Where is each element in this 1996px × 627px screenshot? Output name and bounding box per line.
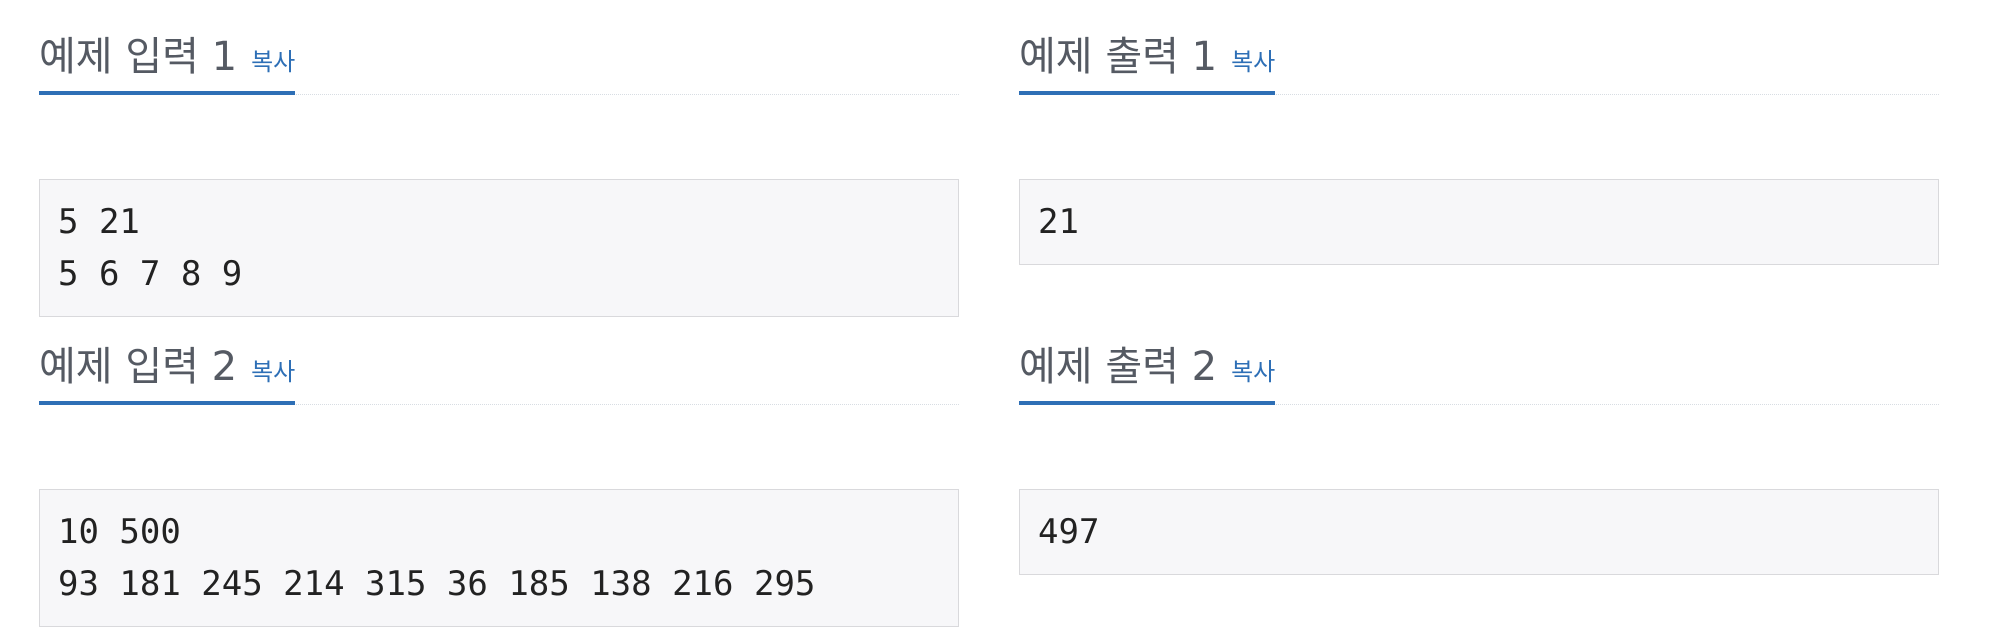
- headline-underline: 예제 입력 1 복사: [39, 1, 296, 95]
- sample-input-1-title: 예제 입력 1: [39, 34, 238, 80]
- sample-output-1-headline: 예제 출력 1 복사: [1019, 0, 1939, 95]
- sample-output-2: 예제 출력 2 복사 497: [1019, 310, 1939, 620]
- sample-input-1: 예제 입력 1 복사 5 21 5 6 7 8 9: [39, 0, 959, 317]
- headline-underline: 예제 출력 2 복사: [1019, 311, 1276, 405]
- sample-output-1: 예제 출력 1 복사 21: [1019, 0, 1939, 310]
- sample-input-2-code[interactable]: 10 500 93 181 245 214 315 36 185 138 216…: [39, 489, 959, 627]
- sample-input-2-title: 예제 입력 2: [39, 344, 238, 390]
- sample-output-1-title: 예제 출력 1: [1019, 34, 1218, 80]
- headline-underline: 예제 입력 2 복사: [39, 311, 296, 405]
- sample-output-1-code[interactable]: 21: [1019, 179, 1939, 265]
- sample-input-2: 예제 입력 2 복사 10 500 93 181 245 214 315 36 …: [39, 310, 959, 627]
- copy-input-2-link[interactable]: 복사: [251, 358, 296, 386]
- sample-input-2-headline: 예제 입력 2 복사: [39, 310, 959, 405]
- sample-output-2-title: 예제 출력 2: [1019, 344, 1218, 390]
- sample-input-1-headline: 예제 입력 1 복사: [39, 0, 959, 95]
- sample-output-2-headline: 예제 출력 2 복사: [1019, 310, 1939, 405]
- copy-output-2-link[interactable]: 복사: [1231, 358, 1276, 386]
- copy-input-1-link[interactable]: 복사: [251, 48, 296, 76]
- copy-output-1-link[interactable]: 복사: [1231, 48, 1276, 76]
- sample-output-2-code[interactable]: 497: [1019, 489, 1939, 575]
- sample-grid: 예제 입력 1 복사 5 21 5 6 7 8 9 예제 출력 1 복사 21 …: [39, 0, 1939, 627]
- headline-underline: 예제 출력 1 복사: [1019, 1, 1276, 95]
- sample-input-1-code[interactable]: 5 21 5 6 7 8 9: [39, 179, 959, 317]
